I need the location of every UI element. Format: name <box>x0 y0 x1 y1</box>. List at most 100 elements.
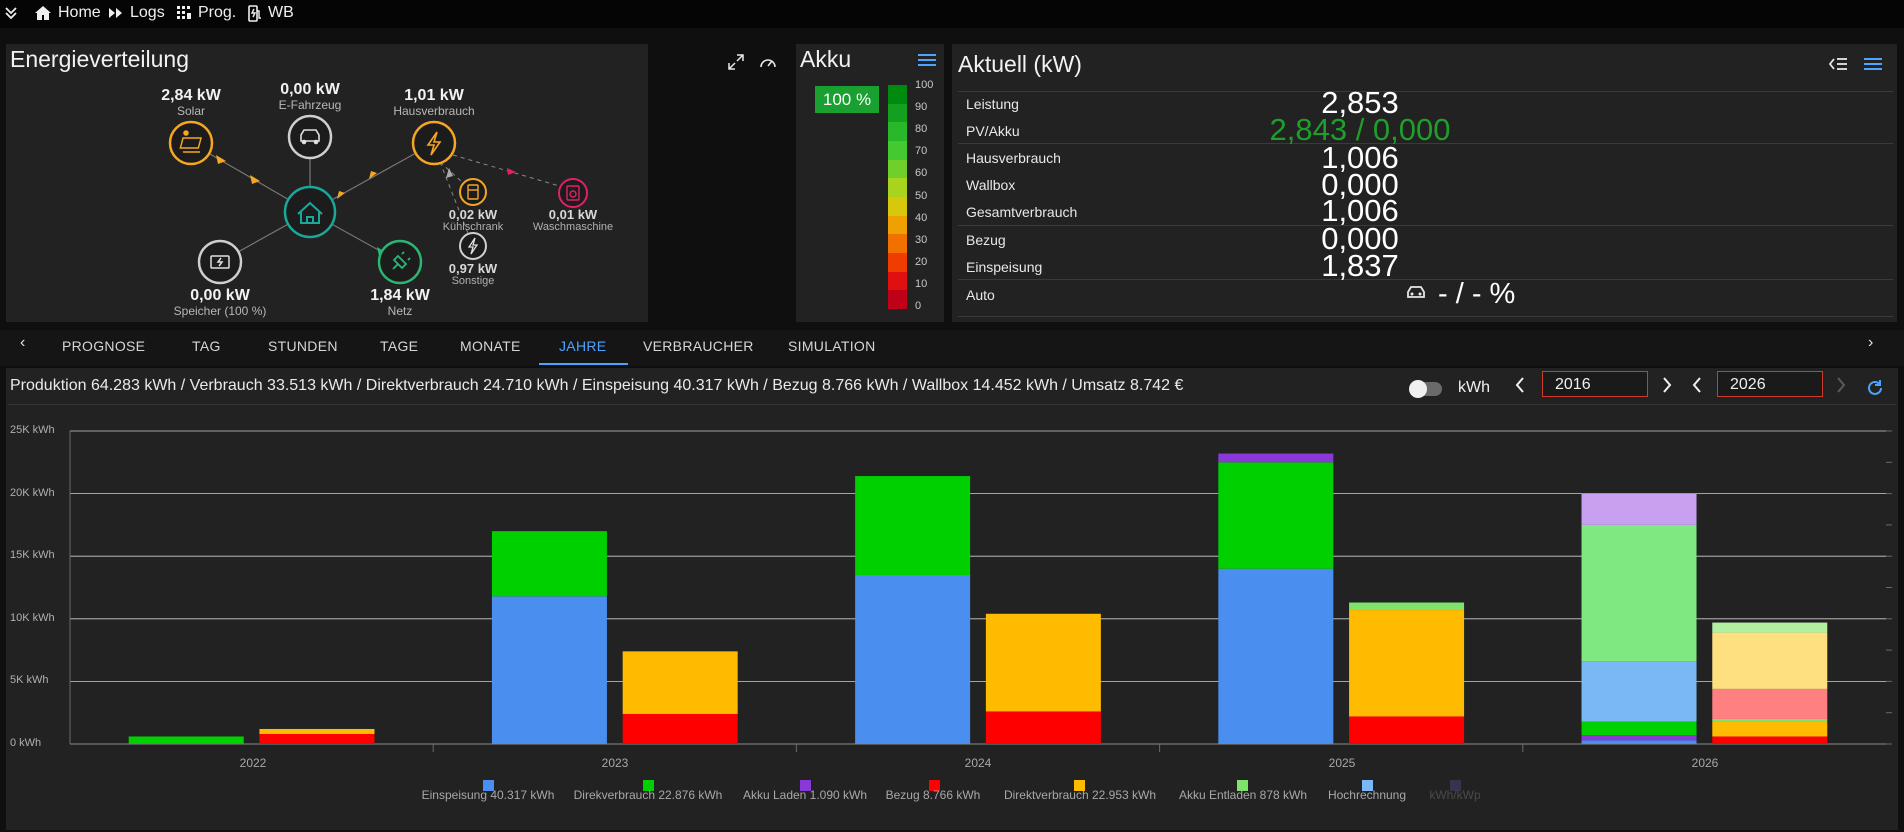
akku-scale-label: 100 <box>915 79 934 91</box>
bar-segment[interactable] <box>1581 740 1697 744</box>
nav-prog[interactable]: Prog. <box>176 4 236 22</box>
bar-segment[interactable] <box>1712 736 1828 744</box>
collapse-icon[interactable] <box>4 6 18 20</box>
legend-swatch[interactable] <box>643 780 654 791</box>
bar-segment[interactable] <box>1712 632 1828 689</box>
haus-node <box>411 120 457 166</box>
to-year-input[interactable]: 2026 <box>1717 371 1823 397</box>
tab-monate[interactable]: MONATE <box>460 338 521 354</box>
legend-label[interactable]: Bezug 8.766 kWh <box>885 788 981 802</box>
bar-segment[interactable] <box>1218 568 1334 744</box>
bar-segment[interactable] <box>1581 493 1697 525</box>
bar-segment[interactable] <box>1349 610 1465 717</box>
legend-label[interactable]: Direktverbrauch 22.953 kWh <box>1003 788 1157 802</box>
bar-segment[interactable] <box>259 728 375 734</box>
home-node <box>283 185 337 239</box>
expand-icon[interactable] <box>728 54 744 70</box>
akku-title: Akku <box>800 46 852 72</box>
legend-swatch[interactable] <box>800 780 811 791</box>
legend-swatch[interactable] <box>1074 780 1085 791</box>
sonstige-label: Sonstige <box>451 275 495 287</box>
tab-stunden[interactable]: STUNDEN <box>268 338 338 354</box>
bar-segment[interactable] <box>1349 716 1465 744</box>
bar-segment[interactable] <box>1712 688 1828 719</box>
bar-segment[interactable] <box>1349 602 1465 611</box>
sonstige-node <box>459 232 487 260</box>
aktuell-menu-icon[interactable] <box>1864 57 1882 71</box>
legend-label[interactable]: Akku Laden 1.090 kWh <box>742 788 868 802</box>
car-icon <box>1406 284 1426 305</box>
row-divider <box>958 316 1893 317</box>
legend-swatch[interactable] <box>483 780 494 791</box>
bar-segment[interactable] <box>491 596 607 744</box>
akku-bar-segment <box>888 159 907 179</box>
bar-segment[interactable] <box>1218 462 1334 569</box>
nav-logs[interactable]: Logs <box>108 4 165 22</box>
energy-title: Energieverteilung <box>10 46 190 72</box>
aktuell-einspeisung-value: 1,837 <box>1321 248 1399 283</box>
from-year-prev-icon[interactable] <box>1515 376 1525 394</box>
bar-segment[interactable] <box>855 476 971 575</box>
to-year-next-icon[interactable] <box>1836 376 1846 394</box>
legend-swatch[interactable] <box>1237 780 1248 791</box>
nav-home[interactable]: Home <box>34 4 101 22</box>
legend-label[interactable]: kWh/kWp <box>1429 788 1481 802</box>
kwh-toggle[interactable] <box>1409 380 1442 398</box>
bar-segment[interactable] <box>985 613 1101 712</box>
akku-menu-icon[interactable] <box>918 53 936 67</box>
legend-swatch[interactable] <box>1362 780 1373 791</box>
legend-label[interactable]: Direkverbrauch 22.876 kWh <box>573 788 723 802</box>
bar-segment[interactable] <box>855 574 971 744</box>
nav-wb[interactable]: WB <box>248 4 294 22</box>
bar-segment[interactable] <box>1712 622 1828 633</box>
list-toggle-icon[interactable] <box>1828 57 1848 71</box>
ev-charger-icon <box>248 4 261 22</box>
from-year-next-icon[interactable] <box>1662 376 1672 394</box>
legend-label[interactable]: Akku Entladen 878 kWh <box>1178 788 1308 802</box>
bar-segment[interactable] <box>622 713 738 744</box>
bar-segment[interactable] <box>622 651 738 714</box>
bar-segment[interactable] <box>128 736 244 744</box>
legend-swatch[interactable] <box>929 780 940 791</box>
solar-panel-icon <box>179 130 202 153</box>
tab-jahre[interactable]: JAHRE <box>559 338 607 354</box>
gauge-icon[interactable] <box>759 54 777 70</box>
bar-segment[interactable] <box>1581 721 1697 736</box>
x-tick-label: 2026 <box>1691 756 1719 770</box>
bar-segment[interactable] <box>1581 661 1697 722</box>
tab-tag[interactable]: TAG <box>192 338 221 354</box>
bar-segment[interactable] <box>491 531 607 597</box>
akku-bar-segment <box>888 122 907 142</box>
akku-bar-segment <box>888 103 907 123</box>
aktuell-hausverbrauch-label: Hausverbrauch <box>966 150 1061 166</box>
akku-scale-label: 30 <box>915 233 928 246</box>
to-year-prev-icon[interactable] <box>1692 376 1702 394</box>
bar-segment[interactable] <box>1712 718 1828 722</box>
bar-segment[interactable] <box>1581 735 1697 741</box>
akku-scale-label: 0 <box>915 300 922 312</box>
tab-tage[interactable]: TAGE <box>380 338 419 354</box>
legend-swatch[interactable] <box>1450 780 1461 791</box>
legend-label[interactable]: Einspeisung 40.317 kWh <box>421 788 555 802</box>
aktuell-title: Aktuell (kW) <box>958 51 1082 77</box>
akku-level-badge: 100 % <box>815 86 879 113</box>
bar-segment[interactable] <box>259 733 375 744</box>
tabs-scroll-left-icon[interactable]: ‹ <box>20 334 26 351</box>
legend-label[interactable]: Hochrechnung <box>1327 788 1407 802</box>
from-year-input[interactable]: 2016 <box>1542 371 1648 397</box>
tab-prognose[interactable]: PROGNOSE <box>62 338 146 354</box>
lightning-icon <box>426 131 442 156</box>
tab-simulation[interactable]: SIMULATION <box>788 338 876 354</box>
bar-segment[interactable] <box>1218 453 1334 463</box>
tabs-scroll-right-icon[interactable]: › <box>1868 334 1874 351</box>
tab-verbraucher[interactable]: VERBRAUCHER <box>643 338 754 354</box>
bar-segment[interactable] <box>985 711 1101 744</box>
akku-scale-label: 90 <box>915 101 928 114</box>
bar-segment[interactable] <box>1581 524 1697 662</box>
bar-segment[interactable] <box>1712 721 1828 737</box>
refresh-icon[interactable] <box>1866 379 1884 397</box>
y-tick-label: 0 kWh <box>10 737 42 749</box>
energy-flow-diagram <box>168 114 588 285</box>
akku-scale-label: 70 <box>915 145 928 158</box>
home-icon <box>35 6 51 20</box>
